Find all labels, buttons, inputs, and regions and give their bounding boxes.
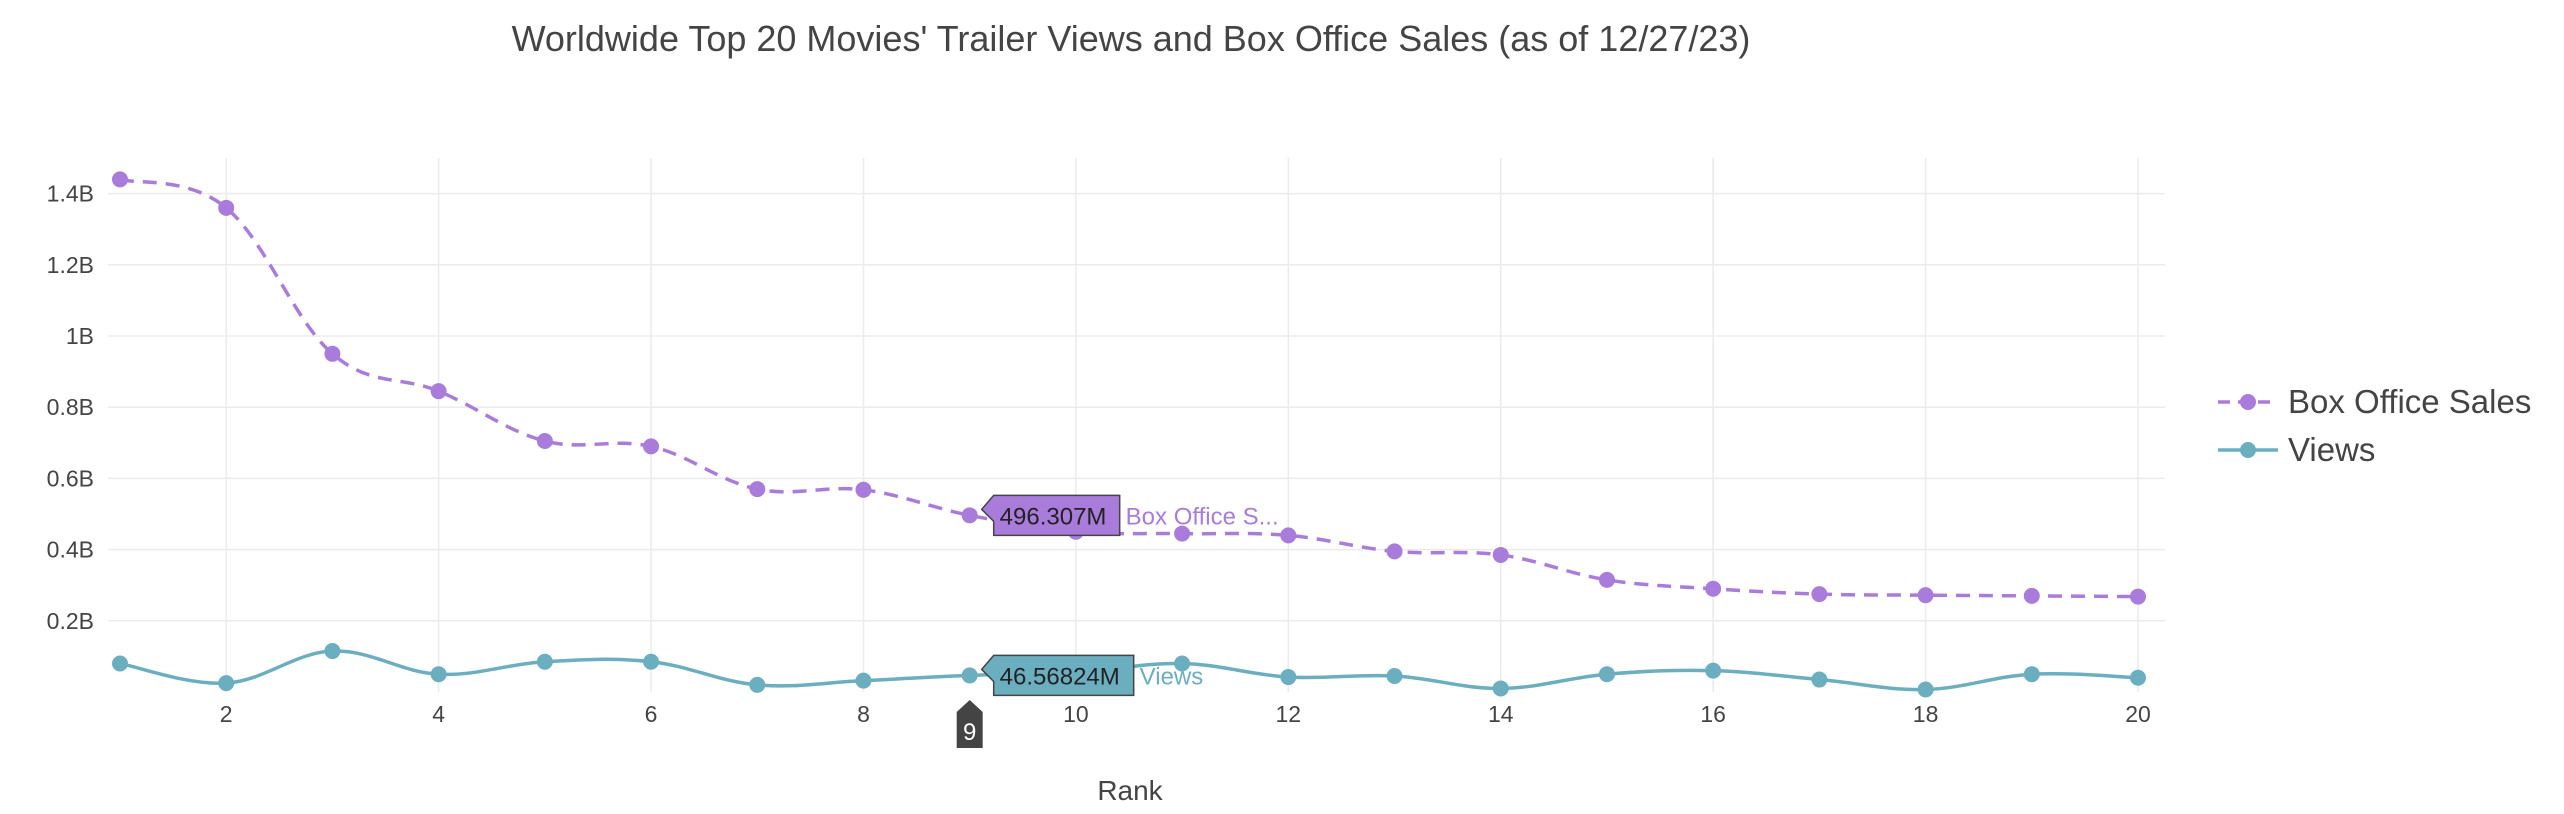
data-point-box-office-sales (2023, 587, 2040, 604)
data-point-views (1280, 669, 1297, 686)
data-point-box-office-sales (1811, 586, 1828, 603)
data-point-views (1811, 671, 1828, 688)
data-point-views (536, 653, 553, 670)
data-point-box-office-sales (430, 383, 447, 400)
data-point-views (112, 655, 128, 672)
y-tick-label: 0.8B (47, 394, 94, 420)
x-spike-label: 9 (963, 719, 976, 746)
x-tick-label: 6 (645, 701, 658, 727)
data-point-box-office-sales (1917, 587, 1934, 604)
data-point-views (1598, 666, 1615, 683)
data-point-box-office-sales (1386, 543, 1403, 560)
x-tick-label: 20 (2125, 701, 2151, 727)
data-point-views (961, 667, 978, 684)
y-tick-label: 1B (66, 323, 94, 349)
x-tick-label: 12 (1276, 701, 1302, 727)
y-tick-label: 1.4B (47, 181, 94, 207)
hover-name-views: Views (1140, 663, 1204, 690)
x-tick-label: 18 (1913, 701, 1939, 727)
data-point-box-office-sales (855, 481, 872, 498)
y-tick-label: 0.2B (47, 608, 94, 634)
series-layer (119, 177, 2139, 692)
grid-lines (108, 158, 2165, 692)
hover-value-box-office-sales: 496.307M (1000, 503, 1107, 530)
hover-name-box-office-sales: Box Office S... (1126, 503, 1279, 530)
y-tick-label: 0.6B (47, 465, 94, 491)
data-point-views (2023, 666, 2040, 683)
data-point-box-office-sales (324, 345, 341, 362)
y-tick-label: 1.2B (47, 252, 94, 278)
x-tick-label: 4 (432, 701, 445, 727)
data-point-views (430, 666, 447, 683)
hover-box-views (980, 654, 1135, 697)
x-axis-title: Rank (1097, 775, 1163, 806)
x-tick-label: 8 (857, 701, 870, 727)
points-layer (112, 171, 2146, 698)
data-point-views (218, 675, 235, 692)
x-spike-label-box (956, 700, 983, 748)
data-point-box-office-sales (643, 438, 660, 455)
data-point-box-office-sales (749, 481, 766, 498)
chart-title: Worldwide Top 20 Movies' Trailer Views a… (511, 18, 1751, 59)
data-point-box-office-sales (1174, 525, 1191, 542)
data-point-box-office-sales (218, 199, 235, 216)
data-point-box-office-sales (1280, 527, 1297, 544)
legend[interactable]: Box Office Sales Views (2218, 383, 2531, 468)
hover-box-box-office-sales (980, 494, 1121, 537)
x-tick-label: 10 (1063, 701, 1089, 727)
x-tick-label: 14 (1488, 701, 1514, 727)
data-point-views (324, 643, 341, 660)
data-point-box-office-sales (112, 171, 128, 188)
data-point-box-office-sales (1492, 546, 1509, 563)
data-point-box-office-sales (961, 507, 978, 524)
legend-marker-views (2240, 442, 2256, 458)
data-point-box-office-sales (2130, 588, 2146, 605)
data-point-views (855, 672, 872, 689)
data-point-views (1492, 680, 1509, 697)
legend-item-box-office-sales[interactable]: Box Office Sales (2218, 383, 2531, 420)
data-point-box-office-sales (1705, 580, 1722, 597)
legend-item-views[interactable]: Views (2218, 431, 2375, 468)
legend-label-views: Views (2288, 431, 2375, 468)
hover-tooltips: 496.307M Box Office S... 46.56824M Views 9 (956, 494, 1279, 748)
data-point-views (1705, 662, 1722, 679)
y-tick-label: 0.4B (47, 537, 94, 563)
data-point-views (2130, 669, 2146, 686)
data-point-views (749, 676, 766, 693)
data-point-box-office-sales (536, 433, 553, 450)
series-line-box-office-sales (119, 177, 2139, 599)
data-point-views (1386, 667, 1403, 684)
data-point-views (643, 653, 660, 670)
x-tick-label: 16 (1700, 701, 1726, 727)
data-point-views (1917, 681, 1934, 698)
data-point-views (1174, 655, 1191, 672)
tick-labels: 2 4 6 8 10 12 14 16 18 20 0.2B 0.4B 0.6B 0.8B 1B 1.2B 1.… (47, 181, 2151, 727)
data-point-box-office-sales (1598, 571, 1615, 588)
hover-value-views: 46.56824M (1000, 663, 1120, 690)
legend-marker-box-office-sales (2240, 394, 2256, 410)
legend-label-box-office-sales: Box Office Sales (2288, 383, 2531, 420)
x-tick-label: 2 (220, 701, 233, 727)
